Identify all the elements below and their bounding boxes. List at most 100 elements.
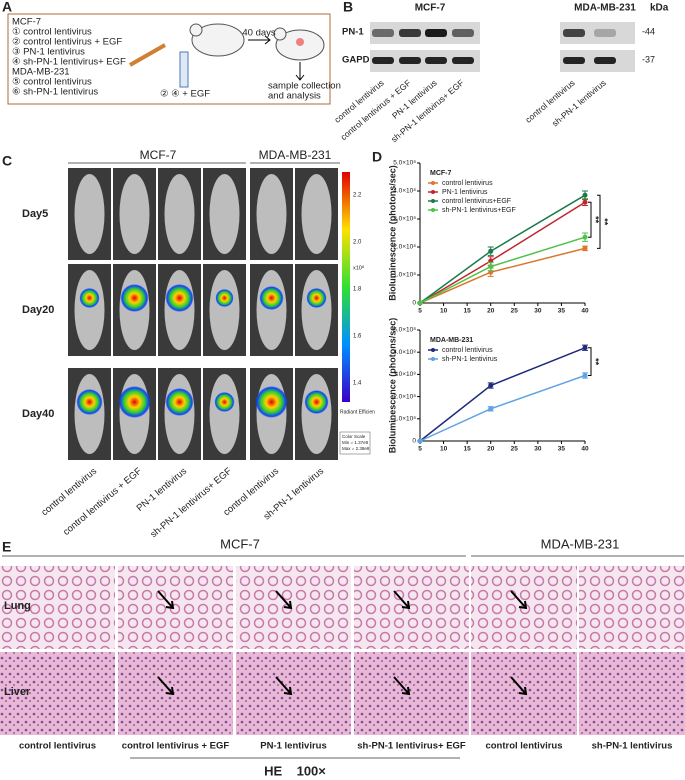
mouse (209, 374, 240, 454)
data-point (417, 438, 423, 444)
legend-marker (431, 348, 435, 352)
significance: ** (591, 358, 601, 366)
cell-line: MDA-MB-231 (541, 536, 620, 551)
signal (79, 288, 100, 308)
tissue-label: Liver (4, 686, 31, 698)
stain-label: HE 100× (264, 763, 326, 778)
lane-label: control lentivirus (485, 741, 562, 752)
lane-label: sh-PN-1 lentivirus (550, 78, 608, 129)
cell-line: MCF-7 (415, 3, 446, 14)
arrow (157, 590, 175, 610)
band (452, 29, 474, 37)
band (372, 29, 394, 37)
mouse-icon (129, 23, 325, 88)
arrow (248, 35, 271, 45)
y-tick-label: 5.0×10⁸ (393, 327, 416, 334)
mouse (74, 270, 105, 350)
color-scale: Max = 2.38e8 (342, 446, 370, 451)
colorbar-tick: 1.6 (353, 334, 362, 340)
x-tick-label: 5 (418, 308, 422, 315)
panel-label: A (2, 0, 12, 15)
blot (560, 22, 635, 44)
panel-label: E (2, 539, 11, 555)
x-tick-label: 25 (511, 446, 519, 453)
color-scale: Min = 1.37e8 (342, 440, 369, 445)
band (399, 29, 421, 37)
mouse (209, 270, 240, 350)
y-tick-label: 2.0×10⁸ (393, 244, 416, 251)
band (594, 57, 616, 64)
data-point (582, 245, 588, 251)
band (452, 57, 474, 64)
band (563, 57, 585, 64)
arrow (157, 676, 175, 696)
color-scale-box (339, 431, 371, 455)
mouse (74, 174, 105, 254)
y-axis-label: Bioluminescence (photons/sec) (387, 165, 397, 301)
signal (165, 388, 194, 416)
day-label: Day5 (22, 208, 48, 220)
series-line (419, 201, 586, 304)
panel-label: D (372, 149, 382, 165)
x-tick-label: 15 (464, 308, 472, 315)
group-item: ⑥ sh-PN-1 lentivirus (12, 87, 98, 98)
signal (304, 390, 329, 414)
group-item: ① control lentivirus (12, 27, 92, 38)
colorbar-tick: 2.2 (353, 193, 362, 199)
panel-label: C (2, 153, 12, 169)
x-tick-label: 30 (534, 308, 542, 315)
chart-title: MDA-MB-231 (430, 337, 473, 344)
colorbar-tick: 2.0 (353, 240, 362, 246)
cell-line: MCF-7 (220, 536, 260, 551)
day-label: Day40 (22, 408, 54, 420)
group-name: MDA-MB-231 (12, 67, 70, 78)
series-line (419, 247, 586, 304)
x-tick-label: 15 (464, 446, 472, 453)
band (563, 29, 585, 37)
significance: ** (591, 216, 601, 224)
significance-bracket (597, 194, 601, 249)
duration: 40 days (242, 28, 276, 39)
lane-label: sh-PN-1 lentivirus+ EGF (357, 741, 466, 752)
x-tick-label: 35 (558, 446, 566, 453)
legend-label: sh-PN-1 lentivirus+EGF (442, 207, 516, 214)
panel-label: B (343, 0, 353, 15)
significance-bracket (588, 347, 592, 377)
data-point (488, 406, 494, 412)
histology-image (118, 566, 233, 649)
histology-image (579, 566, 685, 649)
y-tick-label: 1.0×10⁸ (393, 272, 416, 279)
mouse (209, 174, 240, 254)
group-name: MCF-7 (12, 17, 41, 28)
x-tick-label: 10 (440, 308, 448, 315)
arrow (275, 590, 293, 610)
signal (215, 289, 234, 307)
y-tick-label: 0 (412, 300, 416, 307)
injection: ② ④ + EGF (160, 89, 210, 100)
signal (118, 386, 151, 418)
x-tick-label: 5 (418, 446, 422, 453)
data-point (488, 383, 494, 388)
histology-image (236, 652, 351, 735)
band (594, 29, 616, 37)
color-scale: Color Scale (342, 434, 366, 439)
significance-bracket (588, 201, 592, 238)
protein-name: PN-1 (342, 27, 364, 38)
mouse (256, 174, 287, 254)
data-point (582, 234, 588, 240)
colorbar-title: Radiant Efficien (340, 409, 375, 415)
x-tick-label: 40 (581, 308, 589, 315)
histology-image (0, 652, 115, 735)
legend-marker (431, 357, 435, 361)
lane-label: control lentivirus + EGF (122, 741, 230, 752)
arrow (393, 590, 411, 610)
outcome: sample collection (268, 81, 341, 92)
histology-image (354, 652, 469, 735)
series-line (419, 374, 586, 442)
data-point (582, 192, 588, 198)
lane-label: PN-1 lentivirus (260, 741, 327, 752)
arrow (510, 590, 528, 610)
arrow (510, 676, 528, 696)
protein-name: GAPDH (342, 55, 376, 66)
group-item: ③ PN-1 lentivirus (12, 47, 85, 58)
